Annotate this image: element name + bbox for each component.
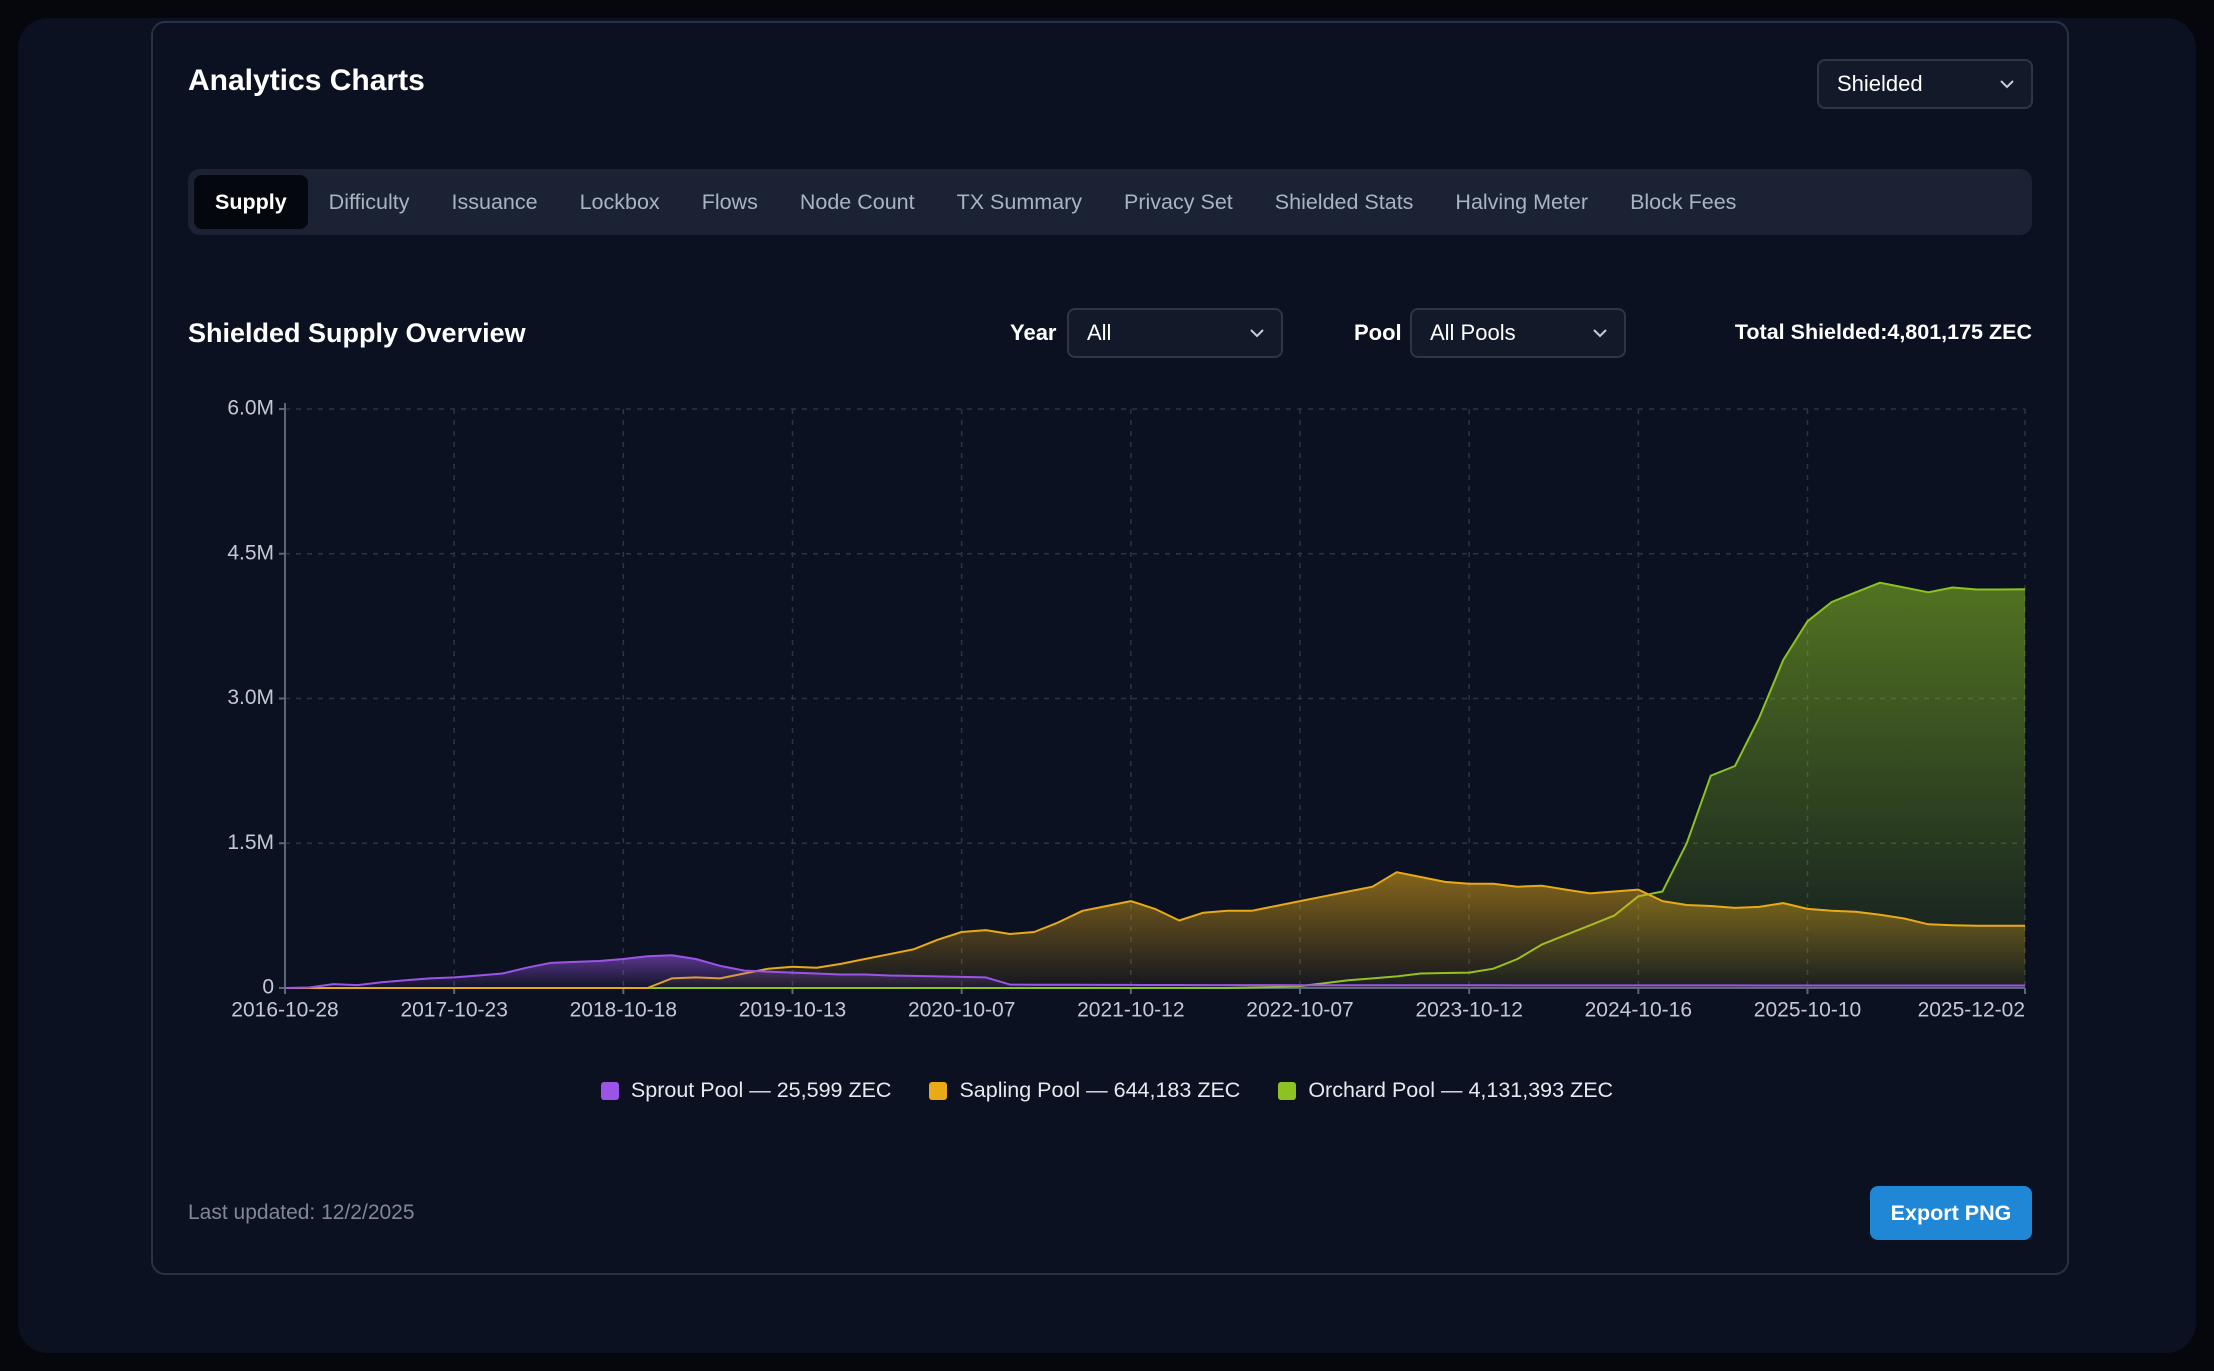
tab[interactable]: Halving Meter [1455,190,1589,214]
year-value: All [1087,320,1112,345]
legend-swatch [1278,1081,1297,1100]
legend-swatch [600,1081,619,1100]
y-tick-label: 0 [262,976,274,999]
legend-swatch [929,1081,948,1100]
chevron [1593,329,1607,338]
legend-item[interactable]: Sapling Pool — 644,183 ZEC [929,1078,1240,1103]
y-tick-label: 6.0M [227,397,274,420]
x-tick-label: 2021-10-12 [1077,999,1184,1022]
x-tick-label: 2016-10-28 [231,999,338,1022]
legend-item[interactable]: Sprout Pool — 25,599 ZEC [600,1078,892,1103]
tab[interactable]: Issuance [451,190,538,214]
tab[interactable]: Node Count [799,190,915,214]
tab[interactable]: Privacy Set [1124,190,1233,214]
tab[interactable]: TX Summary [956,190,1083,214]
x-tick-label: 2017-10-23 [400,999,507,1022]
series-area [285,955,2025,988]
section-title: Shielded Supply Overview [188,318,526,348]
legend: Sprout Pool — 25,599 ZEC Sapling Pool — 6… [0,1078,2214,1103]
legend-item[interactable]: Orchard Pool — 4,131,393 ZEC [1278,1078,1613,1103]
x-tick-label: 2023-10-12 [1415,999,1522,1022]
tab-bar: Supply Difficulty Issuance Lockbox Flows Node… [188,169,2032,235]
legend-label: Orchard Pool — 4,131,393 ZEC [1308,1078,1614,1102]
tab[interactable]: Supply [194,175,308,229]
x-tick-label: 2025-12-02 [1918,999,2025,1022]
card [151,21,2069,1275]
tab[interactable]: Flows [701,190,758,214]
tab[interactable]: Block Fees [1630,190,1737,214]
y-tick-label: 4.5M [227,541,274,564]
y-tick-label: 3.0M [227,686,274,709]
x-tick-label: 2022-10-07 [1246,999,1353,1022]
pool-label: Pool [1354,320,1402,345]
legend-label: Sprout Pool — 25,599 ZEC [630,1078,892,1102]
pool-value: All Pools [1430,320,1516,345]
page-title: Analytics Charts [188,64,425,97]
series-line [284,954,2025,989]
year-select[interactable]: All [1067,308,1283,358]
export-button[interactable]: Export PNG [1870,1186,2032,1240]
pool-select[interactable]: All Pools [1410,308,1626,358]
x-tick-label: 2024-10-16 [1585,999,1692,1022]
x-tick-label: 2025-10-10 [1754,999,1861,1022]
x-tick-label: 2020-10-07 [908,999,1015,1022]
x-tick-label: 2018-10-18 [570,999,677,1022]
x-tick-label: 2019-10-13 [739,999,846,1022]
view-selector[interactable]: Shielded [1817,59,2033,109]
tab[interactable]: Difficulty [328,190,410,214]
selector-value: Shielded [1837,71,1923,96]
last-updated: Last updated: 12/2/2025 [188,1201,415,1224]
total-shielded: Total Shielded:4,801,175 ZEC [1734,320,2032,344]
legend-label: Sapling Pool — 644,183 ZEC [959,1078,1241,1102]
y-tick-label: 1.5M [227,831,274,854]
chevron [1250,329,1264,338]
tab[interactable]: Lockbox [579,190,660,214]
series-area [285,872,2025,988]
year-label: Year [1010,320,1057,345]
chevron [2000,80,2014,89]
tab[interactable]: Shielded Stats [1274,190,1414,214]
